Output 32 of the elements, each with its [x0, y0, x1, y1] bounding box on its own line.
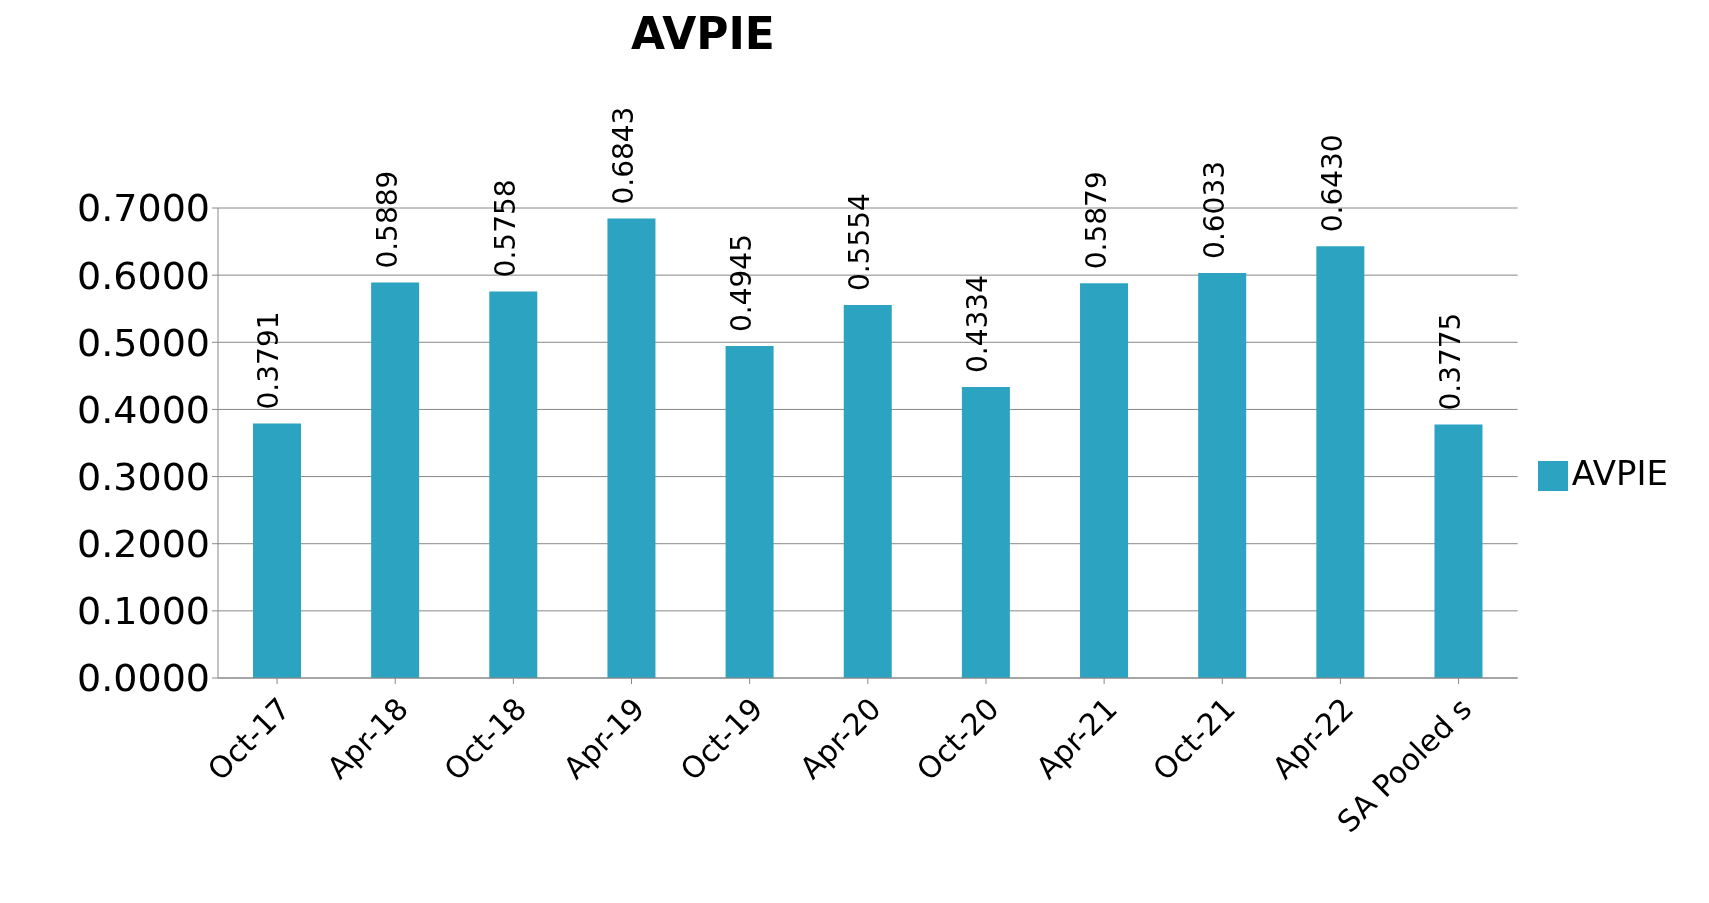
data-label: 0.6843 — [606, 106, 640, 205]
bar — [725, 345, 774, 678]
y-tick-label: 0.6000 — [77, 253, 210, 298]
y-tick-label: 0.2000 — [77, 522, 210, 567]
bar — [371, 282, 420, 678]
legend-label: AVPIE — [1571, 453, 1668, 493]
y-tick-label: 0.0000 — [77, 656, 210, 701]
bar — [489, 291, 538, 678]
bar — [843, 305, 892, 678]
data-label: 0.5554 — [843, 193, 877, 292]
bar — [1198, 272, 1247, 678]
y-tick-label: 0.1000 — [77, 589, 210, 634]
data-label: 0.5879 — [1079, 171, 1113, 270]
bar — [253, 423, 301, 678]
data-label: 0.4945 — [725, 233, 759, 332]
data-label: 0.4334 — [961, 275, 995, 373]
y-tick-label: 0.7000 — [77, 186, 210, 231]
bar — [1316, 246, 1365, 678]
y-tick-label: 0.4000 — [77, 387, 210, 432]
data-label: 0.6033 — [1197, 160, 1231, 259]
chart-title: AVPIE — [630, 8, 776, 59]
data-label: 0.3791 — [252, 311, 286, 410]
bar — [1080, 283, 1129, 678]
bar — [1434, 424, 1483, 678]
y-tick-label: 0.5000 — [77, 320, 210, 365]
y-tick-label: 0.3000 — [77, 455, 210, 500]
data-label: 0.6430 — [1315, 134, 1349, 233]
data-label: 0.5758 — [488, 179, 522, 278]
data-label: 0.3775 — [1433, 312, 1467, 411]
bar — [607, 218, 656, 678]
bar — [961, 387, 1010, 678]
data-label: 0.5889 — [370, 170, 404, 269]
